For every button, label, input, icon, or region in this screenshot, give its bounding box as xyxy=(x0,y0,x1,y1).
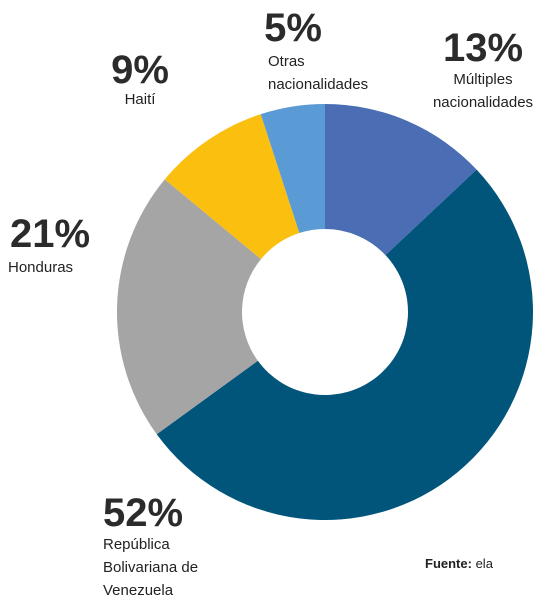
value-label: 5% xyxy=(264,6,322,50)
value-label: 13% xyxy=(442,26,524,70)
slice xyxy=(164,114,300,260)
slice xyxy=(325,104,477,256)
slice xyxy=(260,104,325,234)
slice xyxy=(117,179,262,435)
source: Fuente: ela xyxy=(425,556,493,571)
value-label: 21% xyxy=(10,212,91,256)
value-label: 9% xyxy=(111,48,169,92)
source-label: Fuente: xyxy=(425,556,472,571)
category-label: Haití xyxy=(124,91,156,108)
category-label: República Bolivariana de Venezuela xyxy=(103,536,199,599)
category-label: Múltiples nacionalidades xyxy=(432,71,534,111)
source-text: ela xyxy=(475,556,493,571)
category-label: Honduras xyxy=(8,259,74,276)
slice xyxy=(156,169,533,520)
value-label: 52% xyxy=(103,491,184,535)
category-label: Otras nacionalidades xyxy=(268,53,369,93)
